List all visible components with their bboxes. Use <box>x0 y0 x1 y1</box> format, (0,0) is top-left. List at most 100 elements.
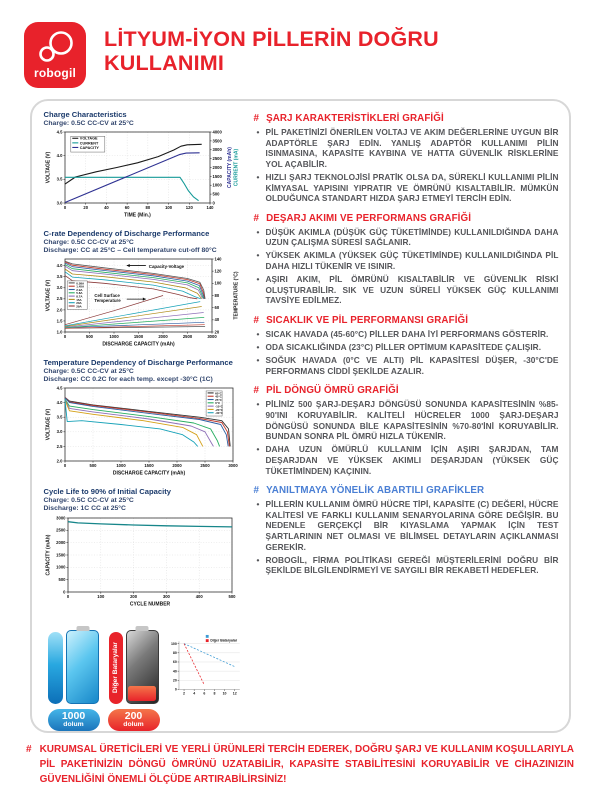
other-battery-group: Diğer Bataryalar 200 dolum <box>107 625 160 731</box>
bullet-item: PİLLERİN KULLANIM ÖMRÜ HÜCRE TİPİ, KAPAS… <box>256 499 559 552</box>
chart-subtitle: Charge: 0.5C CC-CV at 25°C <box>43 238 134 246</box>
charts-column-wrap: Charge Characteristics Charge: 0.5C CC-CV… <box>43 110 244 731</box>
svg-text:4000: 4000 <box>212 129 222 134</box>
chart-title: Charge Characteristics <box>43 110 127 119</box>
svg-text:0: 0 <box>63 463 66 468</box>
bullet-item: YÜKSEK AKIMLA (YÜKSEK GÜÇ TÜKETİMİNDE) K… <box>256 250 559 271</box>
cycle-unit: dolum <box>63 721 84 729</box>
chart-subtitle: Charge: 0.5C CC-CV at 25°C <box>43 119 134 127</box>
svg-text:100: 100 <box>97 594 105 599</box>
svg-text:3000: 3000 <box>207 334 217 339</box>
chart-subtitle: Discharge: 1C CC at 25°C <box>43 504 126 512</box>
cycle-unit: dolum <box>123 721 144 729</box>
cycle-count: 200 <box>124 709 143 722</box>
robogil-battery-visual <box>48 625 99 704</box>
svg-text:45°C: 45°C <box>215 395 223 399</box>
section-heading-row: # ŞARJ KARAKTERİSTİKLERİ GRAFİĞİ <box>254 113 559 124</box>
svg-text:1.5: 1.5 <box>56 318 62 323</box>
svg-text:Temperature: Temperature <box>94 298 121 303</box>
charts-column: Charge Characteristics Charge: 0.5C CC-CV… <box>43 110 244 612</box>
svg-text:CURRENT: CURRENT <box>79 141 98 145</box>
svg-text:VOLTAGE (V): VOLTAGE (V) <box>45 151 51 183</box>
svg-text:3500: 3500 <box>212 138 222 143</box>
bullet-item: DÜŞÜK AKIMLA (DÜŞÜK GÜÇ TÜKETİMİNDE) KUL… <box>256 227 559 248</box>
svg-text:TIME (Min.): TIME (Min.) <box>124 212 151 218</box>
svg-text:2.0: 2.0 <box>56 458 62 463</box>
hash-mark: # <box>253 113 260 124</box>
svg-text:Cell Surface: Cell Surface <box>94 293 120 298</box>
bullet-item: PİL PAKETİNİZİ ÖNERİLEN VOLTAJ VE AKIM D… <box>256 127 559 169</box>
chart-plot-2: 0 500 1000 1500 2000 2500 3000 1.0 1.5 2.0 2.5 3.0 3… <box>45 256 239 347</box>
dark-battery-icon <box>125 629 159 704</box>
content-card: Charge Characteristics Charge: 0.5C CC-CV… <box>29 99 571 733</box>
section-heading: ŞARJ KARAKTERİSTİKLERİ GRAFİĞİ <box>266 113 444 124</box>
svg-text:4.0: 4.0 <box>56 400 62 405</box>
chart-plot-4: 0 100 200 300 400 500 0 500 1000 1500 2000 2500 3000… <box>45 515 236 607</box>
svg-text:1000: 1000 <box>109 334 119 339</box>
bullet-item: DAHA UZUN ÖMÜRLÜ KULLANIM İÇİN AŞIRI ŞAR… <box>256 444 559 476</box>
svg-text:0: 0 <box>212 200 215 205</box>
svg-text:80: 80 <box>145 205 150 210</box>
svg-text:1.0: 1.0 <box>56 329 62 334</box>
svg-text:CAPACITY (mAh): CAPACITY (mAh) <box>227 147 233 188</box>
svg-text:500: 500 <box>58 577 66 582</box>
svg-text:25°C: 25°C <box>215 398 223 402</box>
svg-text:60: 60 <box>172 660 176 664</box>
svg-text:4.5: 4.5 <box>56 129 62 134</box>
svg-text:3000: 3000 <box>212 147 222 152</box>
svg-text:60: 60 <box>124 205 129 210</box>
hash-mark: # <box>253 315 260 327</box>
chart-title: Cycle Life to 90% of Initial Capacity <box>43 486 171 496</box>
svg-text:5.8A: 5.8A <box>76 291 83 295</box>
svg-text:VOLTAGE (V): VOLTAGE (V) <box>45 408 51 440</box>
sections: # ŞARJ KARAKTERİSTİKLERİ GRAFİĞİ PİL PAKET… <box>254 111 559 725</box>
svg-text:DISCHARGE CAPACITY (mAh): DISCHARGE CAPACITY (mAh) <box>102 341 175 347</box>
svg-text:20: 20 <box>83 205 88 210</box>
svg-text:DISCHARGE CAPACITY (mAh): DISCHARGE CAPACITY (mAh) <box>112 470 185 476</box>
svg-text:-30°C: -30°C <box>215 411 224 415</box>
svg-text:400: 400 <box>195 594 203 599</box>
svg-text:60: 60 <box>214 305 219 310</box>
robogil-battery-group: 1000 dolum <box>47 625 100 731</box>
svg-text:2.5: 2.5 <box>56 444 62 449</box>
page-title: LİTYUM-İYON PİLLERİN DOĞRU KULLANIMI <box>104 27 439 75</box>
robogil-logo: robogil <box>24 22 86 88</box>
svg-text:20: 20 <box>214 329 219 334</box>
svg-text:CAPACITY (mAh): CAPACITY (mAh) <box>45 534 51 575</box>
section-heading-row: # SICAKLIK VE PİL PERFORMANSI GRAFİĞİ <box>254 315 559 326</box>
svg-text:0: 0 <box>174 688 176 692</box>
svg-text:8.7A: 8.7A <box>76 294 83 298</box>
svg-text:CYCLE NUMBER: CYCLE NUMBER <box>129 601 170 607</box>
svg-text:2000: 2000 <box>56 540 66 545</box>
section-heading: SICAKLIK VE PİL PERFORMANSI GRAFİĞİ <box>266 315 469 327</box>
bullet-item: AŞIRI AKIM, PİL ÖMRÜNÜ KISALTABİLİR VE G… <box>256 274 559 306</box>
svg-text:8: 8 <box>213 691 215 695</box>
svg-text:40: 40 <box>104 205 109 210</box>
battery-illustration: 1000 dolum Diğer Bataryalar 200 <box>44 619 244 731</box>
svg-text:Diğer Bataryalar: Diğer Bataryalar <box>210 639 237 643</box>
chart-title: Temperature Dependency of Discharge Perf… <box>43 357 233 367</box>
svg-text:200: 200 <box>130 594 138 599</box>
footer-text: KURUMSAL ÜRETİCİLERİ VE YERLİ ÜRÜNLERİ T… <box>39 744 574 785</box>
chart-block-4: Cycle Life to 90% of Initial Capacity Cha… <box>43 486 244 612</box>
svg-text:0: 0 <box>63 205 66 210</box>
bullet-item: ODA SICAKLIĞINDA (23°C) PİLLER OPTİMUM K… <box>256 342 559 353</box>
blue-capsule-icon <box>48 631 63 704</box>
chart-plot-1: 0 20 40 60 80 100 120 140 3.0 3.5 4.0 4.5 0 500 1000 15… <box>45 129 239 218</box>
svg-text:10: 10 <box>222 691 226 695</box>
low-charge-fill <box>128 686 156 702</box>
chart-subtitle: Charge: 0.5C CC-CV at 25°C <box>43 496 134 504</box>
svg-text:120: 120 <box>214 268 222 273</box>
bullet-item: HIZLI ŞARJ TEKNOLOJİSİ PRATİK OLSA DA, S… <box>256 172 559 204</box>
chart-subtitle: Discharge: CC at 25°C – Cell temperature… <box>43 246 217 254</box>
svg-text:80: 80 <box>214 293 219 298</box>
other-battery-visual: Diğer Bataryalar <box>108 625 159 704</box>
svg-text:1000: 1000 <box>116 463 126 468</box>
svg-text:120: 120 <box>185 205 193 210</box>
hash-mark: # <box>253 212 260 224</box>
svg-text:2: 2 <box>183 691 185 695</box>
section-heading-row: # DEŞARJ AKIMI VE PERFORMANS GRAFİĞİ <box>254 213 559 224</box>
svg-text:VOLTAGE (V): VOLTAGE (V) <box>45 279 51 311</box>
svg-text:-10°C: -10°C <box>215 404 224 408</box>
svg-text:2500: 2500 <box>56 528 66 533</box>
